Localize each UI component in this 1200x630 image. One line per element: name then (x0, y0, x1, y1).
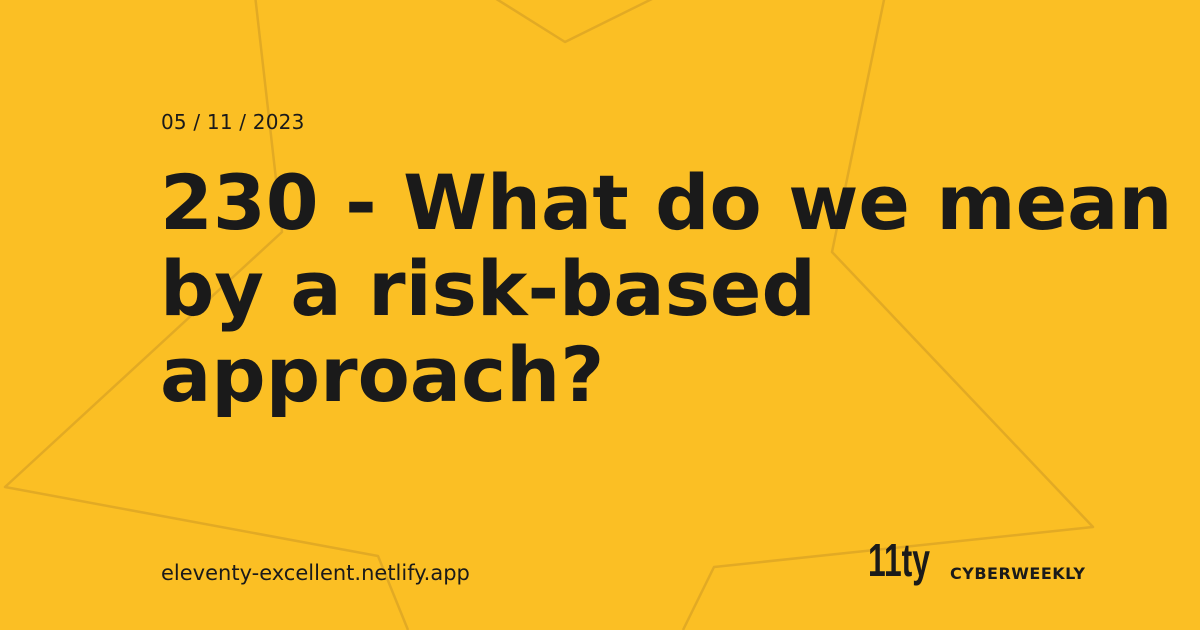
brand-name: CYBERWEEKLY (950, 564, 1086, 583)
eleventy-logo-icon: 11ty (868, 534, 930, 586)
logo-text: 11ty (868, 534, 930, 586)
page-title: 230 - What do we mean by a risk-based ap… (160, 158, 1173, 419)
publish-date: 05 / 11 / 2023 (161, 110, 305, 134)
site-url: eleventy-excellent.netlify.app (161, 561, 470, 585)
